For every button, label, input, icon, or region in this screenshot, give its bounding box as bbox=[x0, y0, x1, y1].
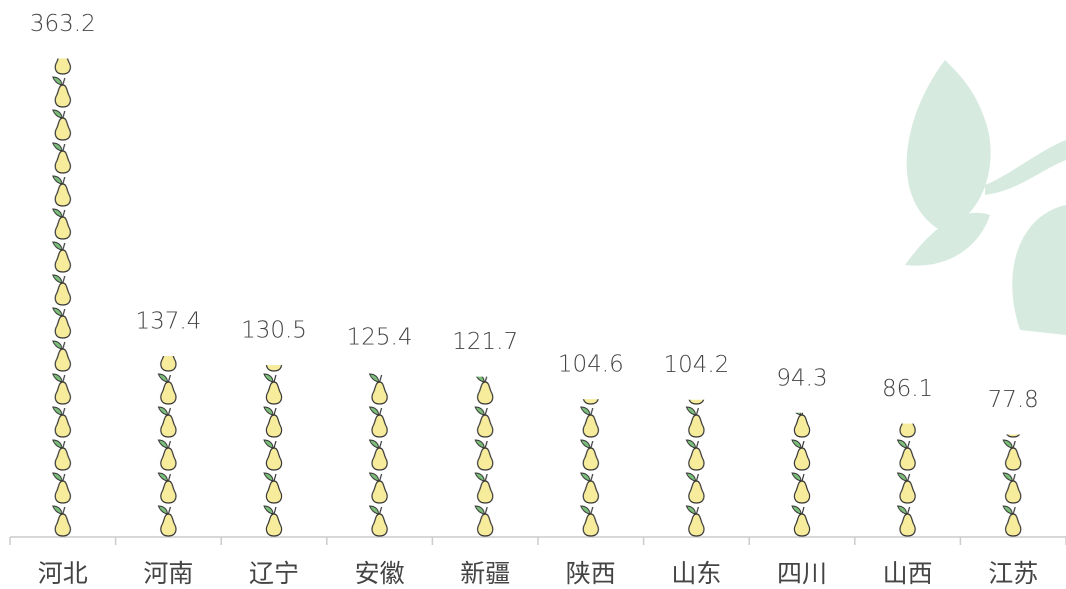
x-tick-label: 陕西 bbox=[566, 559, 616, 588]
x-tick-label: 江苏 bbox=[988, 559, 1038, 588]
bar bbox=[471, 376, 500, 537]
value-label: 104.6 bbox=[558, 352, 624, 378]
bar bbox=[260, 365, 288, 537]
value-label: 86.1 bbox=[882, 376, 933, 402]
x-tick-label: 四川 bbox=[777, 559, 827, 588]
bar bbox=[788, 412, 816, 537]
bar bbox=[365, 371, 394, 537]
value-label: 137.4 bbox=[135, 308, 201, 334]
value-label: 363.2 bbox=[30, 11, 96, 37]
bar bbox=[154, 355, 183, 537]
x-tick-label: 新疆 bbox=[460, 559, 510, 588]
value-label: 104.2 bbox=[663, 352, 729, 378]
x-tick-label: 河南 bbox=[143, 559, 193, 588]
value-label: 125.4 bbox=[347, 324, 413, 350]
value-label: 130.5 bbox=[241, 318, 307, 344]
bar bbox=[893, 423, 922, 537]
x-tick-label: 山东 bbox=[671, 559, 721, 588]
bar bbox=[682, 399, 711, 537]
background-decoration bbox=[905, 60, 1066, 335]
x-tick-label: 安徽 bbox=[355, 559, 405, 588]
bar bbox=[576, 399, 605, 537]
bar bbox=[999, 434, 1028, 537]
value-label: 94.3 bbox=[776, 365, 827, 391]
value-label: 77.8 bbox=[988, 387, 1039, 413]
x-tick-label: 辽宁 bbox=[249, 559, 299, 588]
bar bbox=[48, 58, 77, 537]
value-label: 121.7 bbox=[452, 329, 518, 355]
x-tick-label: 山西 bbox=[883, 559, 933, 588]
x-tick-label: 河北 bbox=[38, 559, 88, 588]
